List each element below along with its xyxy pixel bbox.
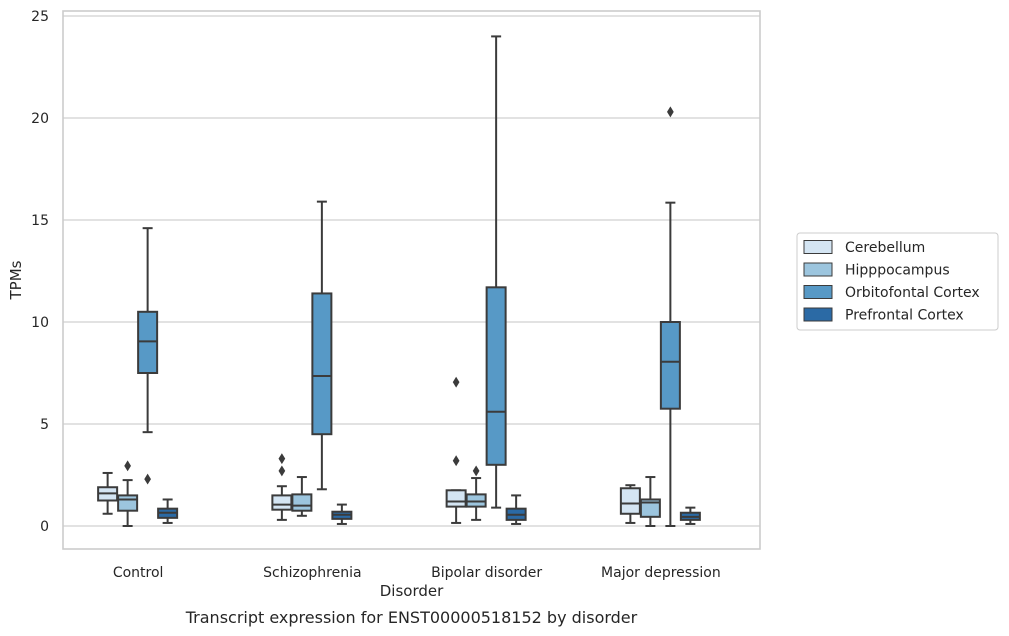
y-axis-label: TPMs [7,260,25,300]
box-group [485,35,507,509]
box-iqr [485,286,507,466]
box-group [445,376,467,524]
box-group [157,498,179,524]
box-group [291,476,313,517]
outlier-point [667,106,674,118]
box-iqr [137,310,159,374]
box-iqr [659,321,681,410]
box-iqr [445,489,467,508]
x-tick-label: Major depression [601,565,721,581]
box-group [137,227,159,485]
legend-label: Cerebellum [845,240,925,256]
legend-label: Orbitofontal Cortex [845,285,980,301]
outlier-point [278,465,286,477]
box-group [271,453,293,521]
x-tick-label: Control [113,565,164,581]
legend-swatch [803,285,833,299]
legend-swatch [803,262,833,277]
box-group [679,506,701,525]
box-group [331,503,353,525]
box-group [311,200,333,491]
box-iqr [619,487,641,515]
y-tick-label: 5 [40,417,49,433]
box-iqr [117,494,139,512]
legend-label: Hipppocampus [845,263,950,279]
legend-frame [796,232,999,331]
box-group [117,460,139,527]
plot-frame [62,10,761,550]
outlier-point [472,465,480,477]
chart-caption: Transcript expression for ENST0000051815… [185,608,638,627]
box-group [465,465,487,521]
y-tick-label: 10 [31,315,49,331]
x-axis-label: Disorder [380,582,444,600]
box-group [659,106,681,527]
outlier-point [124,460,131,472]
box-group [619,484,641,524]
legend-items: Cerebellum Hipppocampus Orbitofontal Corte… [803,240,980,324]
legend-swatch [803,240,833,254]
box-group [97,471,119,515]
y-tick-label: 25 [31,9,49,25]
outlier-point [452,376,460,388]
box-iqr [271,494,293,511]
box-group [639,476,661,527]
outlier-point [278,453,286,465]
y-tick-label: 20 [31,111,49,127]
legend: Cerebellum Hipppocampus Orbitofontal Corte… [796,232,999,331]
legend-swatch [803,307,833,322]
boxes [97,35,701,527]
outlier-point [452,455,460,467]
y-tick-label: 15 [31,213,49,229]
x-tick-labels: Control Schizophrenia Bipolar disorder Majo… [113,565,721,581]
box-iqr [291,493,313,512]
box-group [505,494,527,525]
box-iqr [639,498,661,518]
y-tick-labels: 0 5 10 15 20 25 [31,9,49,535]
box-iqr [311,292,333,436]
box-iqr [465,493,487,508]
outlier-point [144,473,151,485]
gridlines [63,15,760,527]
y-tick-label: 0 [40,519,49,535]
x-tick-label: Schizophrenia [263,565,361,581]
x-tick-label: Bipolar disorder [431,565,542,581]
legend-label: Prefrontal Cortex [845,308,964,324]
